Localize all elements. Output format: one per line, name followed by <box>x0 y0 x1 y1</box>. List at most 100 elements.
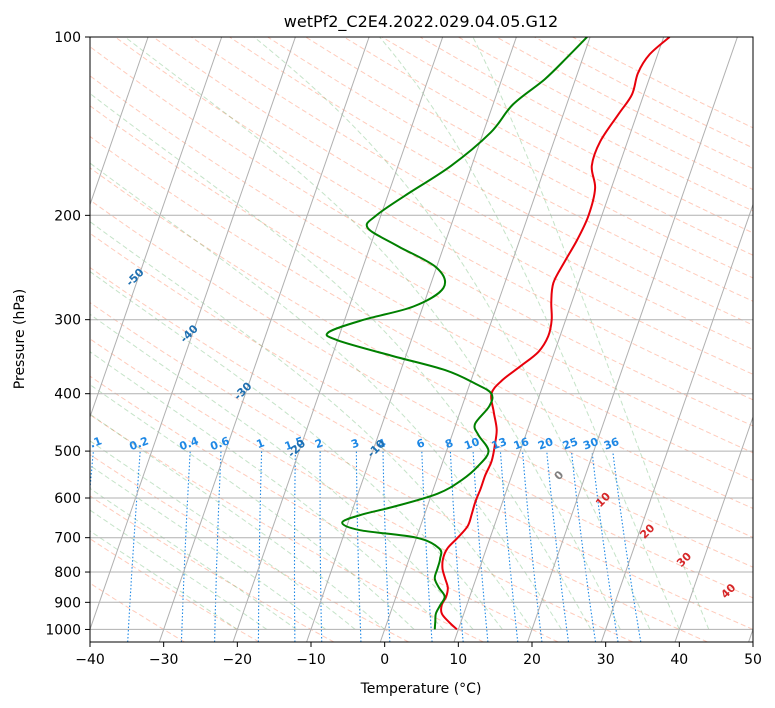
x-tick-label: −20 <box>223 652 253 668</box>
dry-adiabat <box>90 302 708 642</box>
dewpoint-line <box>325 37 588 630</box>
dry-adiabat <box>90 414 484 642</box>
y-tick-label: 600 <box>54 491 81 507</box>
temperature-line <box>440 37 671 631</box>
mixing-ratio-line <box>355 451 362 642</box>
plot-frame <box>89 36 754 643</box>
mixing-ratio-line <box>180 451 191 642</box>
mixing-ratio-label: 0.6 <box>208 434 231 453</box>
moist-adiabat <box>253 37 651 630</box>
dry-adiabat <box>90 105 753 481</box>
dry-adiabat <box>90 266 753 630</box>
x-tick-label: 10 <box>449 652 467 668</box>
dry-adiabat <box>90 232 753 599</box>
moist-adiabat <box>124 37 621 630</box>
moist-adiabat <box>90 351 444 630</box>
x-tick-label: 50 <box>744 652 762 668</box>
x-axis-ticks: −40 −30 −20 −10 0 10 20 30 40 50 <box>75 642 762 668</box>
x-tick-label: 20 <box>523 652 541 668</box>
y-tick-label: 400 <box>54 387 81 403</box>
mixing-ratio-label: 8 <box>443 436 455 451</box>
mixing-ratio-lines <box>90 451 642 642</box>
dry-adiabat <box>229 37 753 326</box>
isotherm <box>90 37 149 207</box>
y-tick-label: 700 <box>54 531 81 547</box>
isotherm <box>90 37 296 631</box>
y-tick-label: 900 <box>54 595 81 611</box>
mixing-ratio-line <box>382 451 391 642</box>
mixing-ratio-label: 13 <box>490 435 509 452</box>
mixing-ratio-label: 3 <box>349 436 361 451</box>
mixing-ratio-label: 4 <box>376 436 388 451</box>
dry-adiabat <box>90 135 753 510</box>
moist-adiabat <box>90 384 415 630</box>
mixing-ratio-line <box>521 451 543 642</box>
moist-adiabat <box>90 413 386 630</box>
dry-adiabat <box>267 37 753 302</box>
y-tick-label: 1000 <box>45 622 81 638</box>
mixing-ratio-label: 20 <box>536 435 555 453</box>
x-axis-title: Temperature (°C) <box>360 681 482 697</box>
isotherm <box>527 37 738 642</box>
mixing-ratio-line <box>214 451 222 642</box>
mixing-ratio-label: 2 <box>313 436 325 451</box>
x-tick-label: −10 <box>296 652 326 668</box>
y-tick-label: 800 <box>54 565 81 581</box>
pressure-gridlines <box>90 37 753 630</box>
x-tick-label: 40 <box>670 652 688 668</box>
mixing-ratio-label: 25 <box>561 435 580 452</box>
mixing-ratio-line <box>499 451 519 642</box>
moist-adiabat <box>90 221 533 630</box>
mixing-ratio-line <box>421 451 433 642</box>
mixing-ratio-label: 36 <box>602 435 621 453</box>
isotherm <box>674 415 753 642</box>
y-tick-label: 300 <box>54 313 81 329</box>
isotherm <box>90 37 223 419</box>
moist-adiabat <box>90 487 297 630</box>
x-tick-label: −30 <box>149 652 179 668</box>
isotherm <box>158 37 370 642</box>
y-axis-ticks: 100 200 300 400 500 600 700 800 900 1000 <box>45 30 90 638</box>
x-tick-label: −40 <box>75 652 105 668</box>
dry-adiabat <box>90 538 260 642</box>
isotherm <box>306 37 517 642</box>
dry-adiabats <box>90 37 753 642</box>
mixing-ratio-label: 0.2 <box>128 434 151 453</box>
dry-adiabat <box>90 199 753 568</box>
moist-adiabat <box>90 464 326 630</box>
mixing-ratio-line <box>449 451 464 642</box>
chart-title: wetPf2_C2E4.2022.029.04.05.G12 <box>284 12 558 32</box>
dry-adiabat <box>90 582 185 642</box>
mixing-ratio-label: 30 <box>581 435 600 453</box>
y-tick-label: 100 <box>54 30 81 46</box>
y-tick-label: 500 <box>54 444 81 460</box>
mixing-ratio-label: 1 <box>255 436 267 451</box>
dry-adiabat <box>90 75 753 454</box>
isotherm <box>453 37 665 642</box>
mixing-ratio-line <box>319 451 323 642</box>
x-tick-label: 0 <box>380 652 389 668</box>
mixing-ratio-label: 0.4 <box>178 434 201 453</box>
moist-adiabat <box>90 92 592 630</box>
mixing-ratio-line <box>293 451 296 642</box>
isotherm <box>379 37 591 642</box>
isotherm <box>600 203 753 642</box>
dry-adiabat <box>90 167 753 539</box>
mixing-ratio-label: 6 <box>415 436 427 451</box>
mixing-ratio-line <box>257 451 263 642</box>
mixing-ratio-label: 16 <box>512 435 531 453</box>
dry-adiabat <box>191 37 753 351</box>
y-tick-label: 200 <box>54 208 81 224</box>
y-axis-title: Pressure (hPa) <box>12 289 28 389</box>
moist-adiabat <box>90 509 268 630</box>
moist-adiabat <box>90 530 238 630</box>
plot-area: 0.10.20.40.611.52346810131620253036-100-… <box>90 37 753 642</box>
dry-adiabat <box>90 46 753 427</box>
mixing-ratio-label: 10 <box>462 435 481 453</box>
dry-adiabat <box>90 375 559 642</box>
moist-adiabat <box>90 313 474 630</box>
mixing-ratio-label: 1.5 <box>283 434 306 453</box>
dry-adiabat <box>90 338 633 642</box>
moist-adiabat <box>379 37 680 630</box>
